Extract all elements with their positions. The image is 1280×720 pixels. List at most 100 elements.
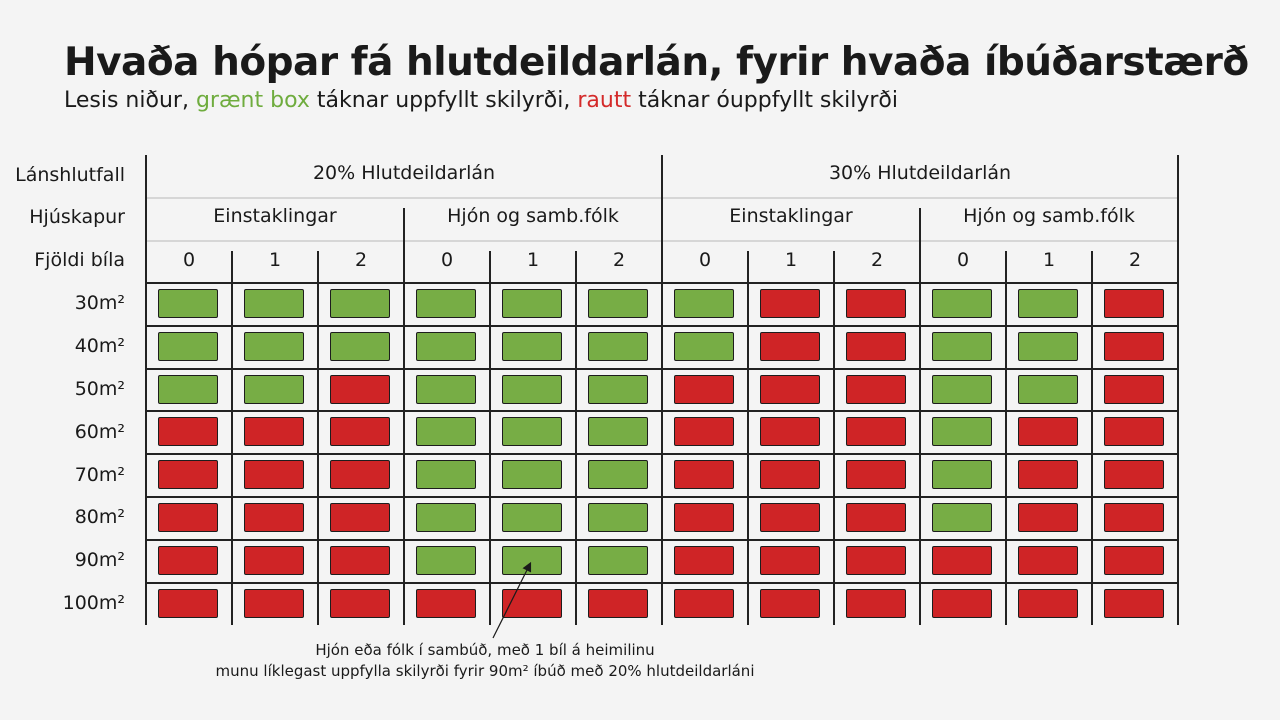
cell-not-eligible [1018, 417, 1078, 447]
column-divider [575, 251, 577, 626]
car-count-header: 2 [870, 249, 884, 271]
cell-not-eligible [1104, 417, 1164, 447]
chart-subtitle: Lesis niður, grænt box táknar uppfyllt s… [64, 88, 898, 113]
column-divider [747, 251, 749, 626]
cell-not-eligible [330, 417, 390, 447]
car-count-header: 0 [440, 249, 454, 271]
cell-eligible [932, 374, 992, 404]
subtitle-middle: táknar uppfyllt skilyrði, [309, 88, 578, 113]
marital-group-header: Einstaklingar [213, 205, 337, 227]
column-divider [833, 251, 835, 626]
column-divider [1177, 155, 1179, 626]
cell-not-eligible [846, 503, 906, 532]
size-label: 100m² [62, 592, 125, 614]
car-count-header: 1 [1042, 249, 1056, 271]
cell-eligible [932, 460, 992, 490]
cell-not-eligible [760, 417, 820, 447]
cell-eligible [588, 331, 648, 361]
column-divider [661, 155, 663, 626]
car-count-header: 2 [1128, 249, 1142, 271]
column-divider [489, 251, 491, 626]
cell-not-eligible [1018, 545, 1078, 575]
cell-eligible [416, 417, 476, 447]
cell-not-eligible [846, 289, 906, 318]
cell-eligible [244, 331, 304, 361]
cell-eligible [416, 545, 476, 575]
cell-eligible [330, 331, 390, 361]
subtitle-green-label: grænt box [195, 88, 310, 113]
cell-not-eligible [674, 545, 734, 575]
cell-eligible [502, 417, 562, 447]
cell-not-eligible [1104, 588, 1164, 618]
cell-not-eligible [760, 460, 820, 490]
subtitle-prefix: Lesis niður, [64, 88, 196, 113]
car-count-header: 0 [182, 249, 196, 271]
annotation-line-1: Hjón eða fólk í sambúð, með 1 bíl á heim… [315, 641, 655, 659]
cell-not-eligible [330, 460, 390, 490]
size-label: 30m² [74, 292, 125, 315]
cell-eligible [588, 417, 648, 447]
cell-not-eligible [1018, 460, 1078, 490]
cell-not-eligible [1104, 460, 1164, 490]
cell-not-eligible [244, 545, 304, 575]
cell-eligible [502, 374, 562, 404]
cell-not-eligible [846, 417, 906, 447]
cell-not-eligible [1104, 289, 1164, 318]
column-divider [231, 251, 233, 626]
car-count-header: 2 [354, 249, 368, 271]
cell-not-eligible [1104, 374, 1164, 404]
cell-not-eligible [330, 503, 390, 532]
cell-eligible [244, 374, 304, 404]
cell-not-eligible [846, 545, 906, 575]
cell-eligible [244, 289, 304, 318]
cell-eligible [416, 374, 476, 404]
column-divider [317, 251, 319, 626]
subtitle-red-label: rautt [577, 88, 632, 113]
cell-not-eligible [158, 588, 218, 618]
cell-not-eligible [158, 417, 218, 447]
cell-not-eligible [760, 588, 820, 618]
cell-eligible [158, 331, 218, 361]
cell-not-eligible [674, 503, 734, 532]
size-label: 40m² [74, 335, 125, 358]
loan-group-header: 20% Hlutdeildarlán [312, 162, 496, 184]
cell-eligible [588, 289, 648, 318]
car-count-header: 0 [956, 249, 970, 271]
car-count-header: 1 [784, 249, 798, 271]
cell-not-eligible [760, 545, 820, 575]
cell-eligible [416, 503, 476, 532]
column-divider [1091, 251, 1093, 626]
cell-not-eligible [674, 374, 734, 404]
car-count-header: 0 [698, 249, 712, 271]
marital-group-header: Hjón og samb.fólk [963, 205, 1135, 227]
cell-eligible [502, 460, 562, 490]
annotation-note: Hjón eða fólk í sambúð, með 1 bíl á heim… [185, 640, 785, 682]
cell-not-eligible [1104, 331, 1164, 361]
cell-eligible [588, 545, 648, 575]
cell-eligible [674, 289, 734, 318]
cell-eligible [330, 289, 390, 318]
cell-eligible [158, 289, 218, 318]
annotation-line-2: munu líklegast uppfylla skilyrði fyrir 9… [215, 662, 755, 680]
cell-eligible [502, 289, 562, 318]
cell-eligible [588, 460, 648, 490]
cell-not-eligible [244, 503, 304, 532]
cell-eligible [416, 289, 476, 318]
cell-not-eligible [760, 374, 820, 404]
chart-title: Hvaða hópar fá hlutdeildarlán, fyrir hva… [64, 40, 1249, 85]
cell-not-eligible [760, 331, 820, 361]
cell-not-eligible [674, 588, 734, 618]
cell-not-eligible [932, 588, 992, 618]
size-label: 70m² [74, 463, 125, 486]
row-header-loan-share: Lánshlutfall [15, 164, 125, 186]
cell-not-eligible [1018, 588, 1078, 618]
cell-eligible [932, 289, 992, 318]
column-divider [1005, 251, 1007, 626]
cell-eligible [674, 331, 734, 361]
cell-eligible [158, 374, 218, 404]
cell-not-eligible [932, 545, 992, 575]
cell-eligible [932, 503, 992, 532]
size-label: 50m² [74, 378, 125, 400]
loan-group-header: 30% Hlutdeildarlán [828, 162, 1012, 184]
